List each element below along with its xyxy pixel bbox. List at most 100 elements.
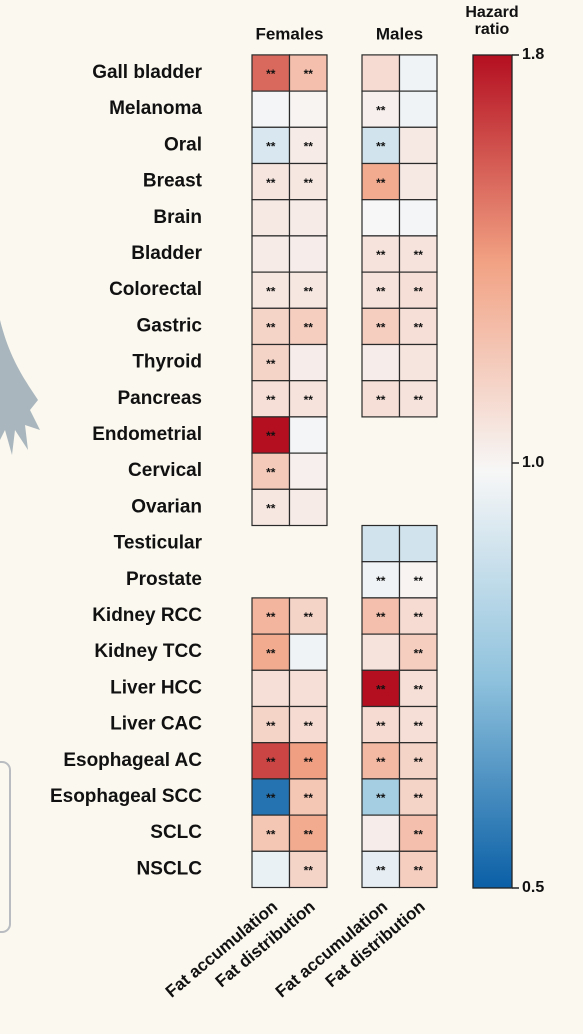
row-label: Kidney RCC xyxy=(92,605,202,626)
significance-label: ** xyxy=(304,827,314,841)
significance-label: ** xyxy=(376,103,386,117)
heat-cell xyxy=(400,91,438,127)
significance-label: ** xyxy=(376,574,386,588)
heat-cell xyxy=(400,127,438,163)
heat-cell xyxy=(400,55,438,91)
decor-outline xyxy=(0,762,10,932)
significance-label: ** xyxy=(304,791,314,805)
colorbar-tick-label: 1.8 xyxy=(522,46,544,63)
heat-cell xyxy=(290,634,328,670)
chart: 0.5 1.0 1.8 Gall bladder Melanoma Oral Breast B… xyxy=(0,0,583,1034)
significance-label: ** xyxy=(414,574,424,588)
significance-label: ** xyxy=(414,646,424,660)
significance-label: ** xyxy=(414,755,424,769)
significance-label: ** xyxy=(376,321,386,335)
significance-label: ** xyxy=(414,393,424,407)
heat-cell xyxy=(400,164,438,200)
heat-cell xyxy=(252,200,290,236)
row-label: Esophageal AC xyxy=(63,750,202,771)
significance-label: ** xyxy=(414,683,424,697)
row-label: Thyroid xyxy=(132,352,202,373)
group-label: Males xyxy=(376,24,423,43)
significance-label: ** xyxy=(414,791,424,805)
row-label: Cervical xyxy=(128,460,202,481)
significance-label: ** xyxy=(304,321,314,335)
colorbar xyxy=(473,55,512,888)
significance-label: ** xyxy=(414,719,424,733)
significance-label: ** xyxy=(266,465,276,479)
row-label: Breast xyxy=(143,171,203,192)
heat-cell xyxy=(362,345,400,381)
row-label: Brain xyxy=(153,207,202,228)
row-label: NSCLC xyxy=(137,858,203,879)
heat-cell xyxy=(362,634,400,670)
significance-label: ** xyxy=(266,67,276,81)
row-label: Colorectal xyxy=(109,279,202,300)
significance-label: ** xyxy=(304,140,314,154)
page: {"chart_data": { "type": "heatmap", "cat… xyxy=(0,0,583,1034)
significance-label: ** xyxy=(304,284,314,298)
heat-cell xyxy=(362,526,400,562)
row-label: Prostate xyxy=(126,569,202,590)
significance-label: ** xyxy=(414,248,424,262)
heat-cell xyxy=(252,851,290,887)
group-label: Females xyxy=(255,24,323,43)
heat-cell xyxy=(290,489,328,525)
heat-cell xyxy=(290,345,328,381)
row-label: SCLC xyxy=(150,822,202,843)
heat-cell xyxy=(252,670,290,706)
heat-cell xyxy=(362,55,400,91)
significance-label: ** xyxy=(414,284,424,298)
heat-cell xyxy=(290,200,328,236)
significance-label: ** xyxy=(376,683,386,697)
heat-cell xyxy=(290,417,328,453)
significance-label: ** xyxy=(266,791,276,805)
row-label: Gastric xyxy=(137,315,203,336)
significance-label: ** xyxy=(266,429,276,443)
significance-label: ** xyxy=(266,755,276,769)
heat-cell xyxy=(252,236,290,272)
colorbar-title: Hazard ratio xyxy=(452,4,532,38)
heat-cell xyxy=(290,453,328,489)
significance-label: ** xyxy=(266,827,276,841)
significance-label: ** xyxy=(376,755,386,769)
row-label: Testicular xyxy=(114,533,203,554)
heat-cell xyxy=(290,670,328,706)
colorbar-tick-label: 0.5 xyxy=(522,879,544,896)
heat-cell xyxy=(290,91,328,127)
significance-label: ** xyxy=(266,719,276,733)
row-label: Endometrial xyxy=(92,424,202,445)
row-label: Melanoma xyxy=(109,98,202,119)
significance-label: ** xyxy=(376,248,386,262)
row-label: Liver CAC xyxy=(110,714,202,735)
significance-label: ** xyxy=(414,864,424,878)
significance-label: ** xyxy=(266,646,276,660)
significance-label: ** xyxy=(266,176,276,190)
significance-label: ** xyxy=(266,321,276,335)
heat-cell xyxy=(362,815,400,851)
significance-label: ** xyxy=(376,864,386,878)
row-label: Bladder xyxy=(131,243,202,264)
colorbar-tick-label: 1.0 xyxy=(522,454,544,471)
significance-label: ** xyxy=(304,864,314,878)
significance-label: ** xyxy=(304,67,314,81)
significance-label: ** xyxy=(266,140,276,154)
row-label: Oral xyxy=(164,134,202,155)
significance-label: ** xyxy=(304,719,314,733)
row-label: Gall bladder xyxy=(92,62,202,83)
significance-label: ** xyxy=(376,610,386,624)
significance-label: ** xyxy=(376,176,386,190)
significance-label: ** xyxy=(304,176,314,190)
significance-label: ** xyxy=(414,610,424,624)
row-label: Kidney TCC xyxy=(94,641,202,662)
significance-label: ** xyxy=(304,610,314,624)
heat-cell xyxy=(290,236,328,272)
significance-label: ** xyxy=(266,610,276,624)
row-label: Liver HCC xyxy=(110,677,202,698)
heat-cell xyxy=(400,345,438,381)
row-label: Pancreas xyxy=(117,388,202,409)
significance-label: ** xyxy=(266,502,276,516)
heat-cell xyxy=(362,200,400,236)
significance-label: ** xyxy=(414,321,424,335)
significance-label: ** xyxy=(266,357,276,371)
